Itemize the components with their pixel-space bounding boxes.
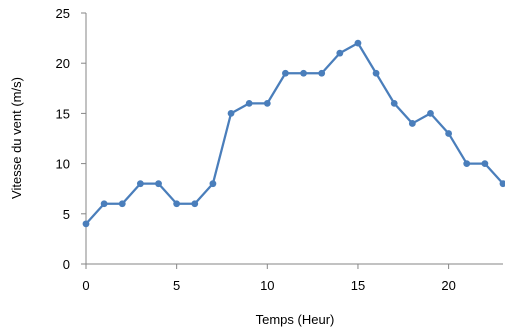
data-point bbox=[390, 99, 398, 107]
data-point bbox=[118, 200, 126, 208]
data-point bbox=[82, 220, 90, 228]
series bbox=[82, 39, 505, 228]
data-point bbox=[408, 120, 416, 127]
data-point bbox=[282, 69, 289, 77]
data-point bbox=[354, 39, 362, 47]
data-point bbox=[318, 69, 326, 77]
data-point bbox=[499, 180, 505, 188]
data-point bbox=[336, 49, 344, 57]
data-point bbox=[191, 200, 199, 208]
series-line bbox=[85, 41, 504, 225]
y-tick-label: 10 bbox=[56, 157, 70, 172]
data-point bbox=[445, 130, 453, 137]
x-tick-label: 20 bbox=[441, 278, 455, 293]
y-tick-label: 25 bbox=[56, 6, 70, 21]
y-axis-title: Vitesse du vent (m/s) bbox=[9, 77, 24, 199]
data-point bbox=[463, 160, 471, 168]
data-point bbox=[100, 200, 108, 208]
y-tick-label: 20 bbox=[56, 56, 70, 71]
data-point bbox=[155, 180, 162, 188]
data-point bbox=[136, 180, 144, 188]
x-axis: 0 5 10 15 20 bbox=[82, 263, 503, 293]
x-axis-title: Temps (Heur) bbox=[256, 312, 335, 327]
x-tick-label: 10 bbox=[260, 278, 274, 293]
y-tick-label: 15 bbox=[56, 106, 70, 121]
data-point bbox=[209, 180, 217, 188]
x-tick-label: 15 bbox=[351, 278, 365, 293]
data-point bbox=[227, 110, 235, 117]
y-tick-label: 5 bbox=[63, 207, 70, 222]
data-point bbox=[245, 99, 253, 107]
x-tick-label: 0 bbox=[82, 278, 89, 293]
y-axis: 0 5 10 15 20 25 bbox=[56, 6, 87, 272]
y-tick-label: 0 bbox=[63, 257, 70, 272]
data-point bbox=[300, 69, 307, 77]
data-point bbox=[173, 200, 181, 208]
x-tick-label: 5 bbox=[173, 278, 180, 293]
data-point bbox=[427, 110, 434, 117]
data-point bbox=[372, 69, 380, 77]
data-point bbox=[481, 160, 489, 168]
data-point bbox=[263, 99, 271, 107]
